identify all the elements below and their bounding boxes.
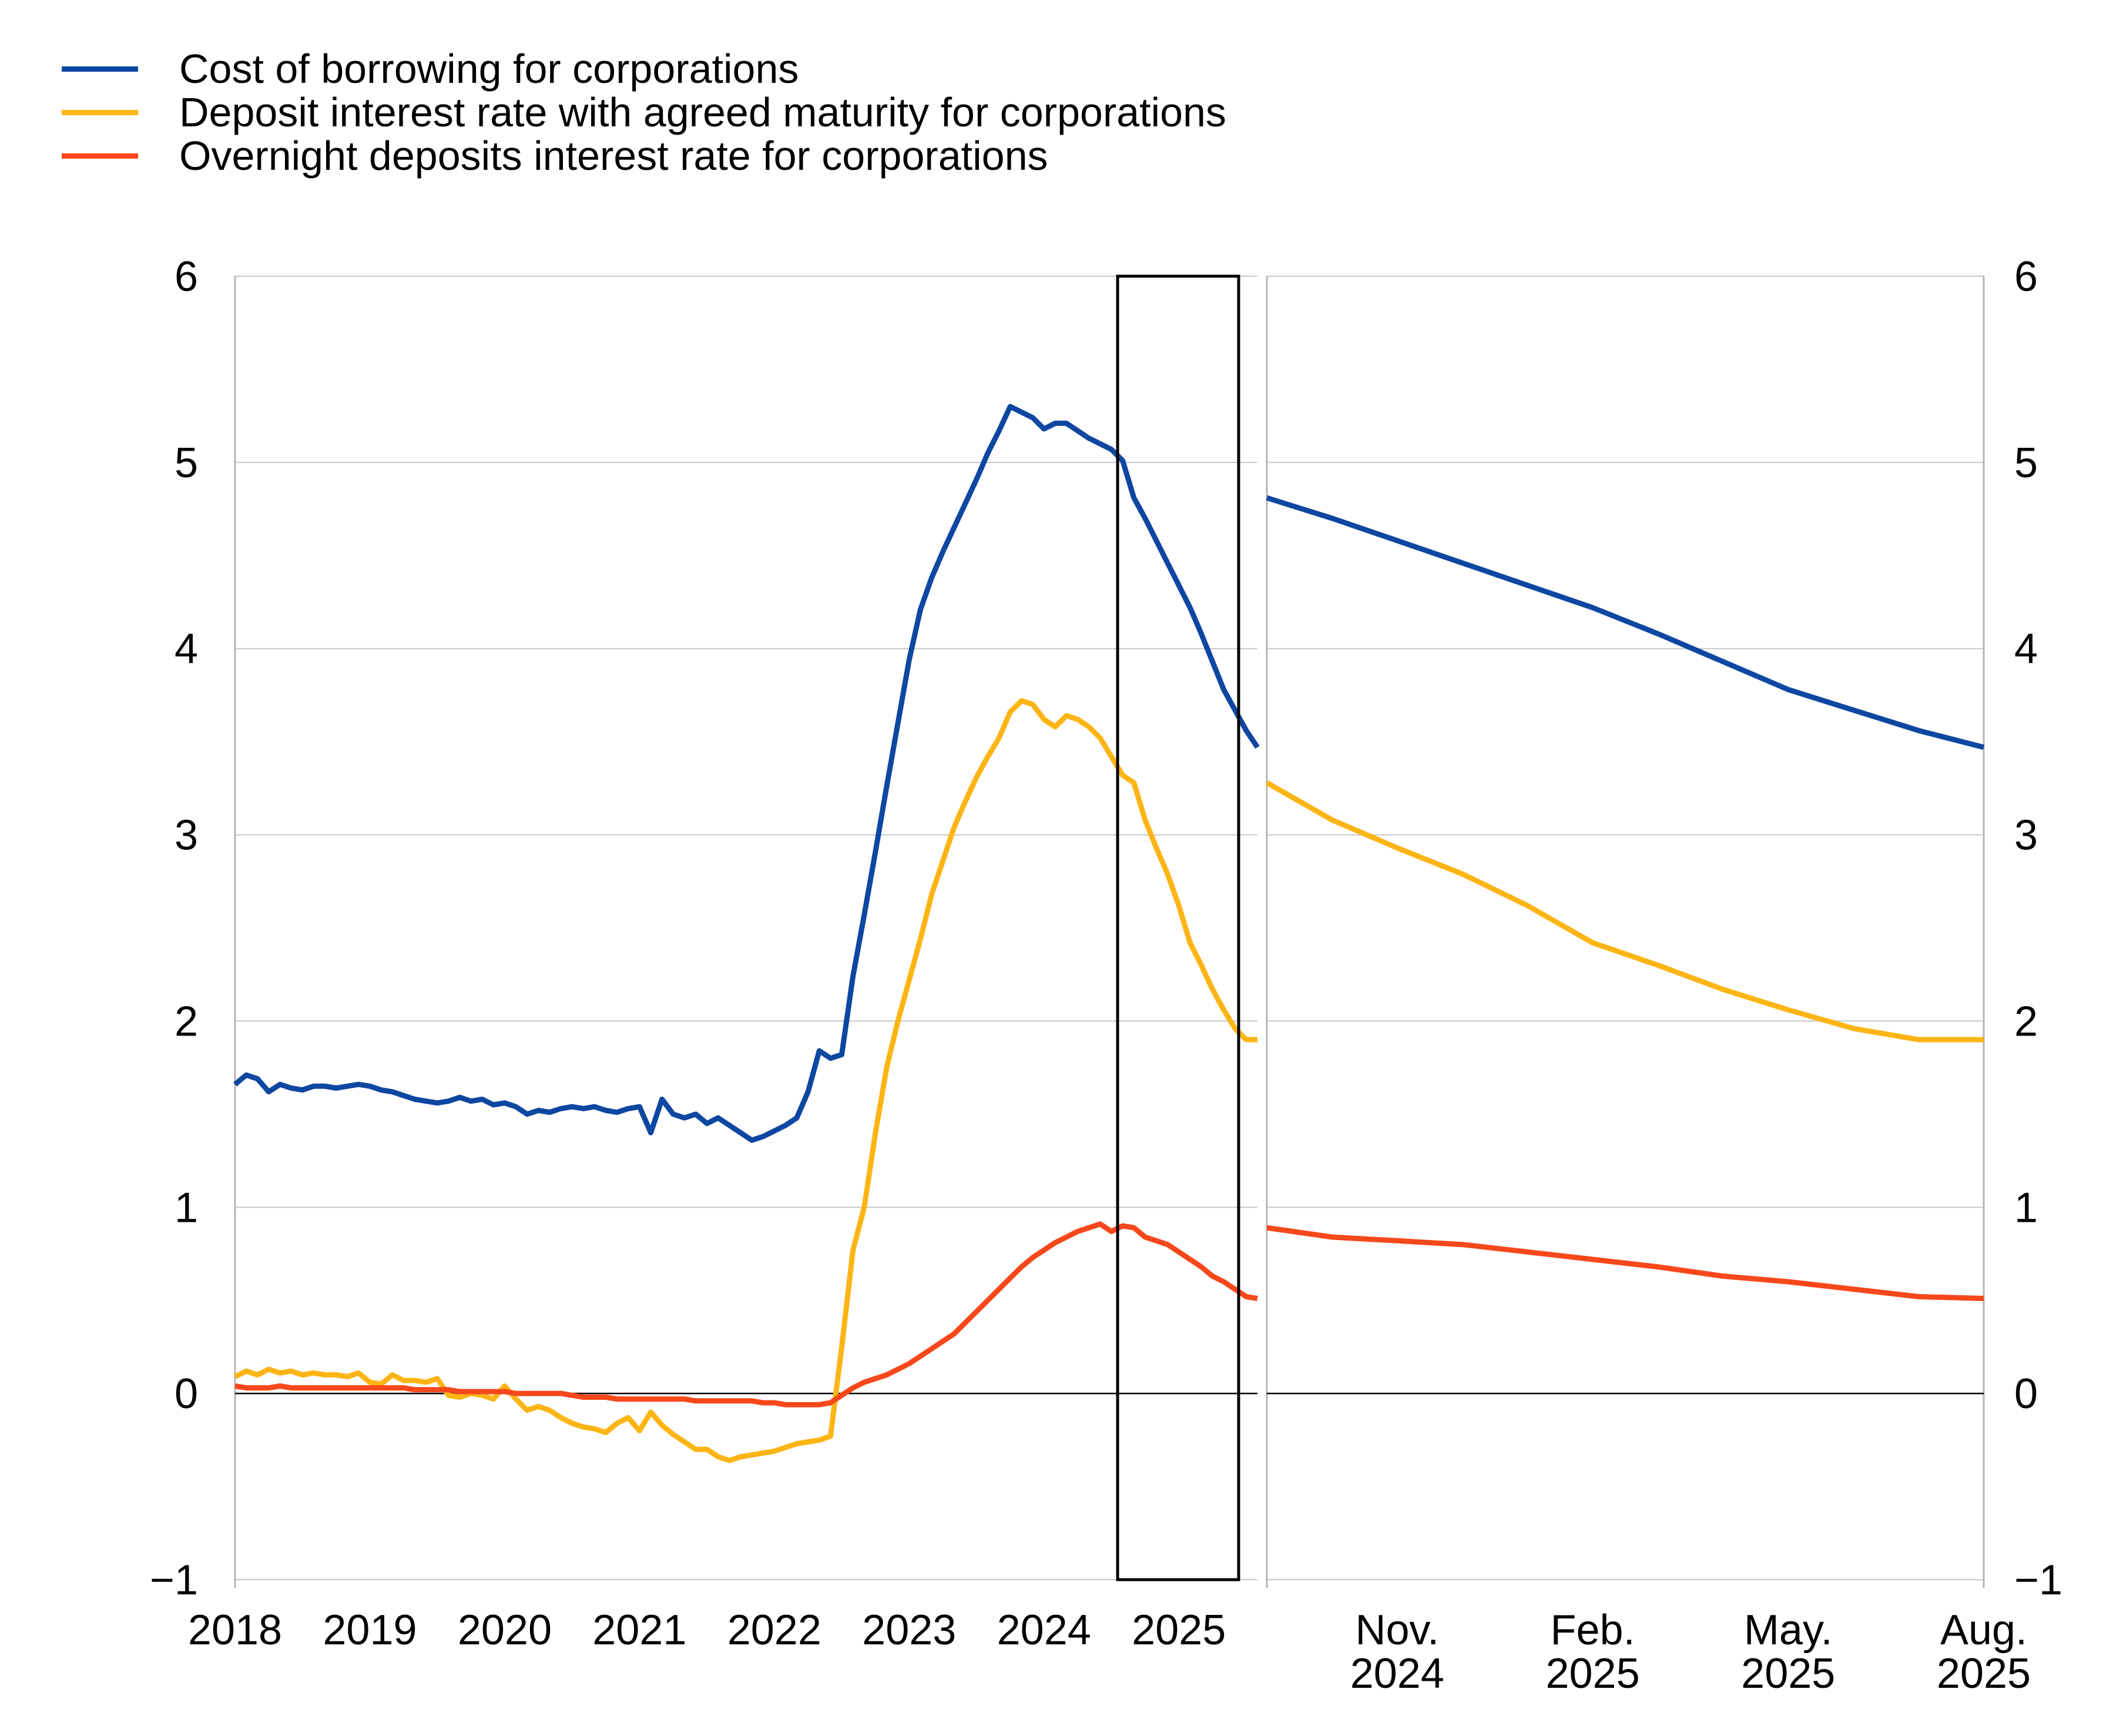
x-tick-label: 2021 <box>592 1607 686 1654</box>
series-line <box>233 698 1257 1463</box>
legend-item: Overnight deposits interest rate for cor… <box>62 134 1226 177</box>
highlight-box <box>1116 274 1240 1581</box>
y-tick-label: 4 <box>2014 626 2038 673</box>
x-tick-label: Nov. <box>1355 1607 1439 1654</box>
y-tick-label: 4 <box>175 626 198 673</box>
legend-item-label: Cost of borrowing for corporations <box>179 46 799 92</box>
x-tick-label: 2019 <box>323 1607 417 1654</box>
y-tick-label: 5 <box>175 440 198 487</box>
x-tick-label: 2025 <box>1545 1650 1639 1697</box>
y-tick-label: 2 <box>2014 998 2038 1045</box>
legend: Cost of borrowing for corporations Depos… <box>62 47 1226 177</box>
x-tick-label: 2025 <box>1937 1650 2031 1697</box>
y-axis-labels: 6 5 4 3 2 1 0 −1 <box>2014 253 2062 1604</box>
x-tick-label: Feb. <box>1551 1607 1635 1654</box>
legend-item-label: Deposit interest rate with agreed maturi… <box>179 89 1226 135</box>
x-tick-label: 2022 <box>727 1607 821 1654</box>
y-axis-labels: 6 5 4 3 2 1 0 −1 <box>150 253 198 1604</box>
legend-item: Deposit interest rate with agreed maturi… <box>62 91 1226 134</box>
y-tick-label: −1 <box>150 1557 198 1604</box>
legend-line-swatch-yellow <box>62 109 138 115</box>
x-tick-label: 2024 <box>997 1607 1091 1654</box>
series-line <box>233 404 1260 1143</box>
y-tick-label: −1 <box>2014 1557 2062 1604</box>
series-line <box>1265 780 1984 1043</box>
legend-item: Cost of borrowing for corporations <box>62 47 1226 91</box>
x-tick-label: 2025 <box>1741 1650 1835 1697</box>
legend-item-label: Overnight deposits interest rate for cor… <box>179 133 1048 179</box>
right-panel: 6543210−1Nov.2024Feb.2025May.2025Aug.202… <box>1265 253 2062 1697</box>
x-tick-label: May. <box>1744 1607 1833 1654</box>
y-tick-label: 1 <box>2014 1184 2038 1231</box>
series-line <box>1266 1225 1984 1301</box>
gridlines <box>1266 276 1985 1588</box>
x-tick-label: 2024 <box>1350 1650 1444 1697</box>
y-tick-label: 3 <box>175 812 198 859</box>
x-tick-label: Aug. <box>1940 1607 2027 1654</box>
series <box>233 404 1260 1463</box>
y-tick-label: 1 <box>175 1184 198 1231</box>
y-tick-label: 6 <box>2014 253 2038 300</box>
series <box>1265 495 1985 1301</box>
y-tick-label: 0 <box>175 1370 198 1417</box>
y-tick-label: 0 <box>2014 1370 2038 1417</box>
x-axis-labels: 2018 2019 2020 2021 2022 2023 2024 2025 <box>188 1607 1226 1654</box>
y-tick-label: 3 <box>2014 812 2038 859</box>
legend-line-swatch-blue <box>62 66 138 72</box>
series-line <box>234 1221 1258 1407</box>
x-tick-label: 2023 <box>862 1607 956 1654</box>
x-tick-label: 2025 <box>1132 1607 1226 1654</box>
y-tick-label: 5 <box>2014 440 2038 487</box>
x-tick-label: 2020 <box>458 1607 552 1654</box>
y-tick-label: 2 <box>175 998 198 1045</box>
legend-line-swatch-red <box>62 153 138 159</box>
x-tick-label: 2018 <box>188 1607 282 1654</box>
y-tick-label: 6 <box>175 253 198 300</box>
series-line <box>1266 495 1985 750</box>
gridlines <box>234 276 1257 1588</box>
